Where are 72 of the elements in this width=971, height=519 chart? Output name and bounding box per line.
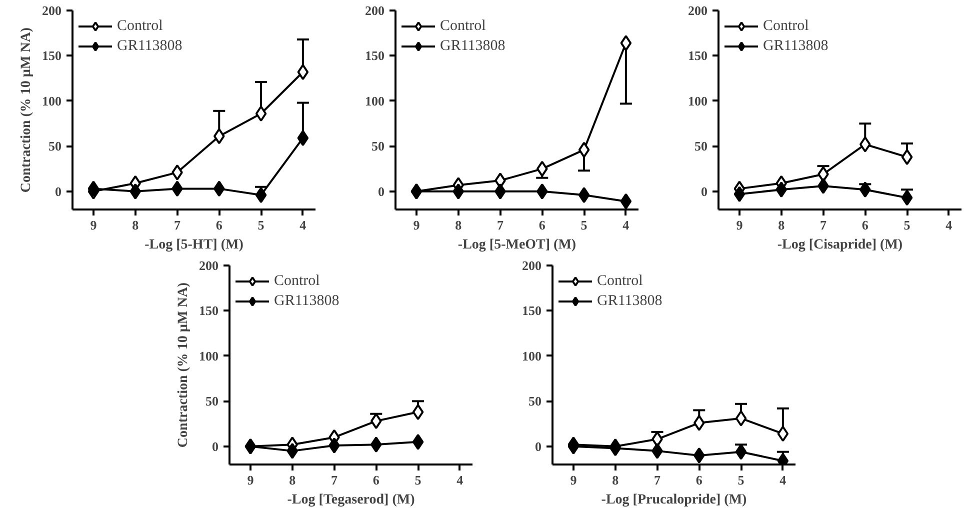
x-tick-label: 5 [580,218,588,232]
x-tick-label: 9 [90,218,98,232]
x-tick-label: 8 [289,472,296,488]
x-tick-label: 7 [654,472,661,488]
y-tick-label: 100 [42,93,62,108]
x-tick-label: 7 [496,218,504,232]
legend-label: Control [274,272,320,290]
x-tick-label: 7 [330,472,338,488]
y-tick-label: 100 [199,348,218,364]
x-tick-label: 7 [174,218,181,232]
y-tick-label: 200 [199,258,218,273]
x-tick-label: 6 [538,218,546,232]
y-tick-label: 100 [365,93,384,108]
x-tick-label: 4 [456,472,464,488]
y-tick-label: 50 [206,394,218,409]
legend-label: Control [597,272,643,290]
x-tick-label: 6 [372,472,380,488]
x-tick-label: 4 [300,218,307,232]
y-tick-label: 0 [55,184,62,199]
x-tick-label: 5 [258,218,265,232]
x-tick-label: 5 [738,472,745,488]
y-axis-title: Contraction (% 10 µM NA) [176,282,191,448]
y-tick-label: 150 [199,303,218,318]
x-tick-label: 6 [696,472,703,488]
x-tick-label: 8 [132,218,140,232]
y-tick-label: 0 [212,438,218,454]
x-tick-label: 4 [622,218,630,232]
x-tick-label: 8 [612,472,620,488]
y-tick-label: 150 [42,48,62,64]
x-tick-label: 6 [216,218,223,232]
x-tick-label: 8 [778,218,786,232]
x-tick-label: 9 [247,472,254,488]
x-tick-label: 9 [570,472,578,488]
x-axis-title: -Log [Tegaserod] (M) [287,492,416,508]
x-tick-label: 7 [820,218,827,232]
y-tick-label: 150 [522,303,542,318]
x-axis-title: -Log [5-HT] (M) [144,238,244,252]
x-tick-label: 9 [413,218,420,232]
x-tick-label: 4 [946,218,953,232]
y-tick-label: 50 [528,394,542,409]
x-axis-title: -Log [5-MeOT] (M) [458,238,576,252]
legend-label: GR113808 [440,38,506,54]
x-tick-label: 4 [780,472,787,488]
legend-label: GR113808 [597,292,662,310]
x-tick-label: 5 [904,218,911,232]
y-tick-label: 0 [535,438,542,454]
x-tick-label: 6 [862,218,869,232]
y-tick-label: 150 [365,48,384,64]
y-tick-label: 200 [42,3,62,18]
legend-label: Control [763,18,809,34]
y-tick-label: 50 [372,138,384,154]
x-tick-label: 5 [414,472,422,488]
legend-label: Control [440,18,486,34]
y-tick-label: 0 [701,184,708,199]
legend-label: GR113808 [763,38,828,54]
x-axis-title: -Log [Cisapride] (M) [777,238,903,252]
y-tick-label: 200 [522,258,542,273]
y-tick-label: 100 [522,348,542,364]
x-tick-label: 9 [736,218,744,232]
legend-label: GR113808 [274,292,340,310]
y-tick-label: 50 [694,138,708,154]
y-tick-label: 50 [48,138,62,154]
legend-label: GR113808 [117,38,182,54]
y-tick-label: 200 [365,3,384,18]
y-tick-label: 200 [688,3,708,18]
y-tick-label: 0 [378,184,384,199]
legend-label: Control [117,18,163,34]
y-tick-label: 100 [688,93,708,108]
x-tick-label: 8 [455,218,462,232]
y-tick-label: 150 [688,48,708,64]
x-axis-title: -Log [Prucalopride] (M) [601,492,748,508]
y-axis-title: Contraction (% 10 µM NA) [19,27,34,193]
